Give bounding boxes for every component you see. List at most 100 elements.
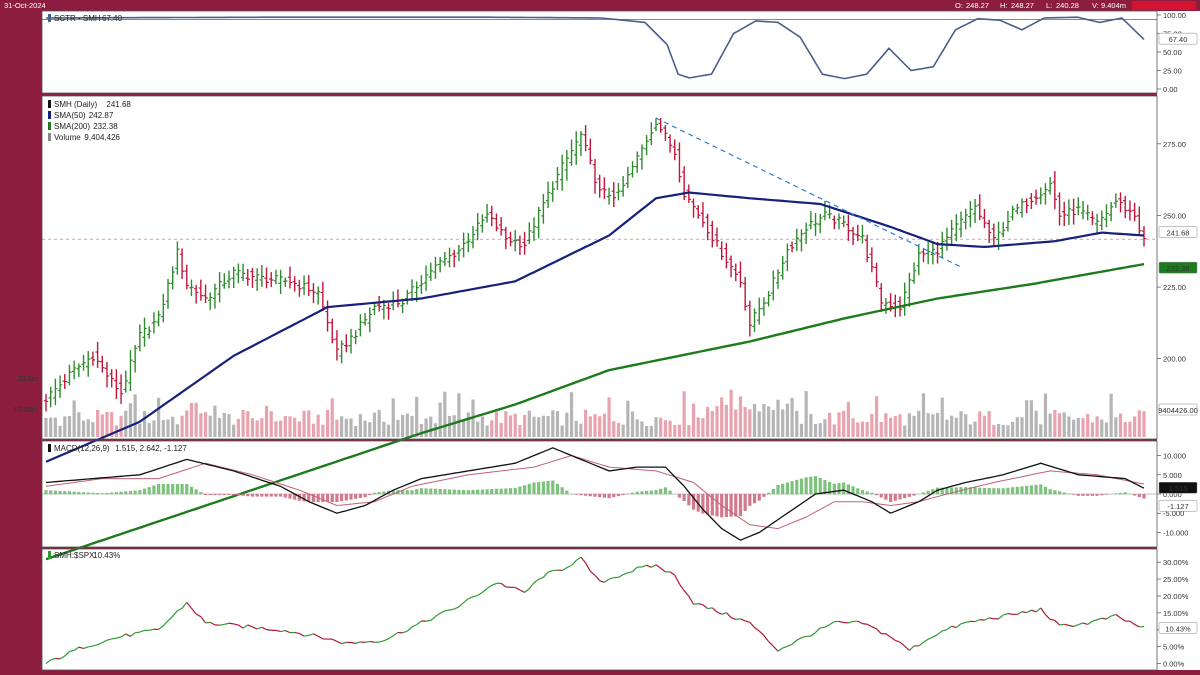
volume-bar [842, 410, 846, 437]
legend-value-2: 232.38 [93, 122, 118, 131]
volume-bar [147, 423, 151, 437]
volume-bar [921, 393, 926, 437]
ratio-segment [918, 641, 924, 647]
ratio-segment [815, 627, 821, 633]
ratio-segment [238, 624, 244, 629]
macd-histogram-bar [640, 491, 644, 495]
ratio-segment [782, 645, 788, 649]
volume-bar [96, 409, 100, 437]
ratio-segment [885, 633, 891, 638]
volume-bar [368, 422, 372, 437]
macd-histogram-bar [462, 489, 466, 495]
volume-bar [560, 425, 564, 437]
ratio-segment [937, 630, 943, 636]
macd-histogram-bar [813, 476, 818, 495]
sma200-value-badge-text: 232.38 [1167, 264, 1190, 273]
volume-bar [1072, 419, 1076, 437]
macd-histogram-bar [504, 488, 508, 495]
macd-histogram-bar [626, 493, 630, 495]
volume-bar [260, 418, 264, 437]
ratio-segment [369, 640, 375, 643]
ratio-segment [97, 642, 103, 646]
macd-histogram-bar [1048, 489, 1052, 495]
volume-bar [734, 409, 738, 437]
volume-bar [579, 423, 583, 437]
volume-bar [316, 414, 320, 437]
ratio-segment [139, 629, 145, 633]
ratio-segment [167, 615, 174, 622]
macd-histogram-bar [851, 486, 855, 495]
ratio-segment [866, 623, 873, 628]
volume-bar [185, 410, 189, 437]
macd-histogram-bar [799, 478, 804, 495]
ratio-segment [730, 617, 736, 620]
volume-bar [321, 424, 325, 437]
macd-histogram-bar [128, 490, 133, 495]
macd-histogram-bar [1114, 493, 1118, 495]
macd-histogram-bar [81, 492, 86, 495]
ratio-segment [711, 607, 718, 613]
volume-bar [382, 421, 386, 437]
macd-histogram-bar [818, 477, 822, 495]
macd-histogram-bar [785, 482, 789, 495]
volume-bar [738, 396, 743, 437]
ratio-segment [1007, 612, 1013, 615]
volume-bar [762, 403, 766, 437]
macd-histogram-bar [302, 494, 306, 502]
volume-bar [175, 424, 179, 437]
ratio-segment [1003, 612, 1009, 616]
ratio-segment [721, 612, 727, 615]
ratio-segment [810, 631, 816, 637]
volume-bar [476, 421, 480, 437]
macd-histogram-bar [912, 494, 916, 496]
ratio-segment [1059, 623, 1065, 626]
volume-bar [846, 401, 850, 437]
macd-histogram-bar [171, 484, 175, 495]
ratio-segment [651, 564, 657, 568]
volume-bar [523, 415, 527, 437]
macd-histogram-bar [729, 494, 733, 517]
ratio-segment [364, 640, 370, 643]
macd-histogram-bar [767, 492, 771, 495]
ratio-segment [1021, 611, 1027, 614]
header-open-label: O: [955, 1, 963, 10]
ratio-segment [871, 626, 877, 630]
macd-histogram-bar [1090, 494, 1094, 496]
volume-bar [401, 414, 405, 437]
macd-histogram-bar [907, 494, 911, 497]
downtrend-line [655, 117, 962, 268]
volume-bar [743, 406, 747, 437]
ratio-segment [698, 603, 704, 606]
macd-histogram-bar [701, 494, 705, 514]
ratio-segment [1096, 617, 1102, 621]
volume-bar [91, 422, 95, 437]
macd-histogram-bar [555, 483, 560, 495]
volume-bar [992, 424, 996, 437]
volume-bar [1123, 421, 1127, 437]
macd-histogram-bar [584, 494, 588, 496]
macd-histogram-bar [682, 494, 686, 502]
macd-histogram-bar [86, 492, 90, 495]
ratio-segment [308, 633, 314, 636]
volume-bar [893, 415, 897, 437]
macd-histogram-bar [574, 494, 578, 495]
volume-bar [330, 398, 334, 437]
ratio-segment [744, 620, 751, 623]
ratio-segment [383, 638, 389, 642]
volume-bar [86, 419, 90, 437]
macd-histogram-bar [973, 487, 977, 495]
header-volume: 9.404m [1101, 1, 1126, 10]
ratio-segment [777, 647, 784, 652]
ratio-segment [740, 618, 746, 622]
macd-histogram-bar [1072, 494, 1076, 495]
macd-histogram-bar [659, 488, 663, 495]
ratio-segment [669, 571, 676, 576]
macd-histogram-bar [288, 494, 292, 499]
volume-bar [419, 423, 423, 437]
volume-bar [1095, 416, 1099, 437]
volume-bar [645, 425, 649, 437]
macd-histogram-bar [105, 492, 109, 495]
volume-bar [297, 421, 301, 437]
macd-histogram-bar [1006, 487, 1010, 495]
ratio-segment [566, 564, 572, 569]
